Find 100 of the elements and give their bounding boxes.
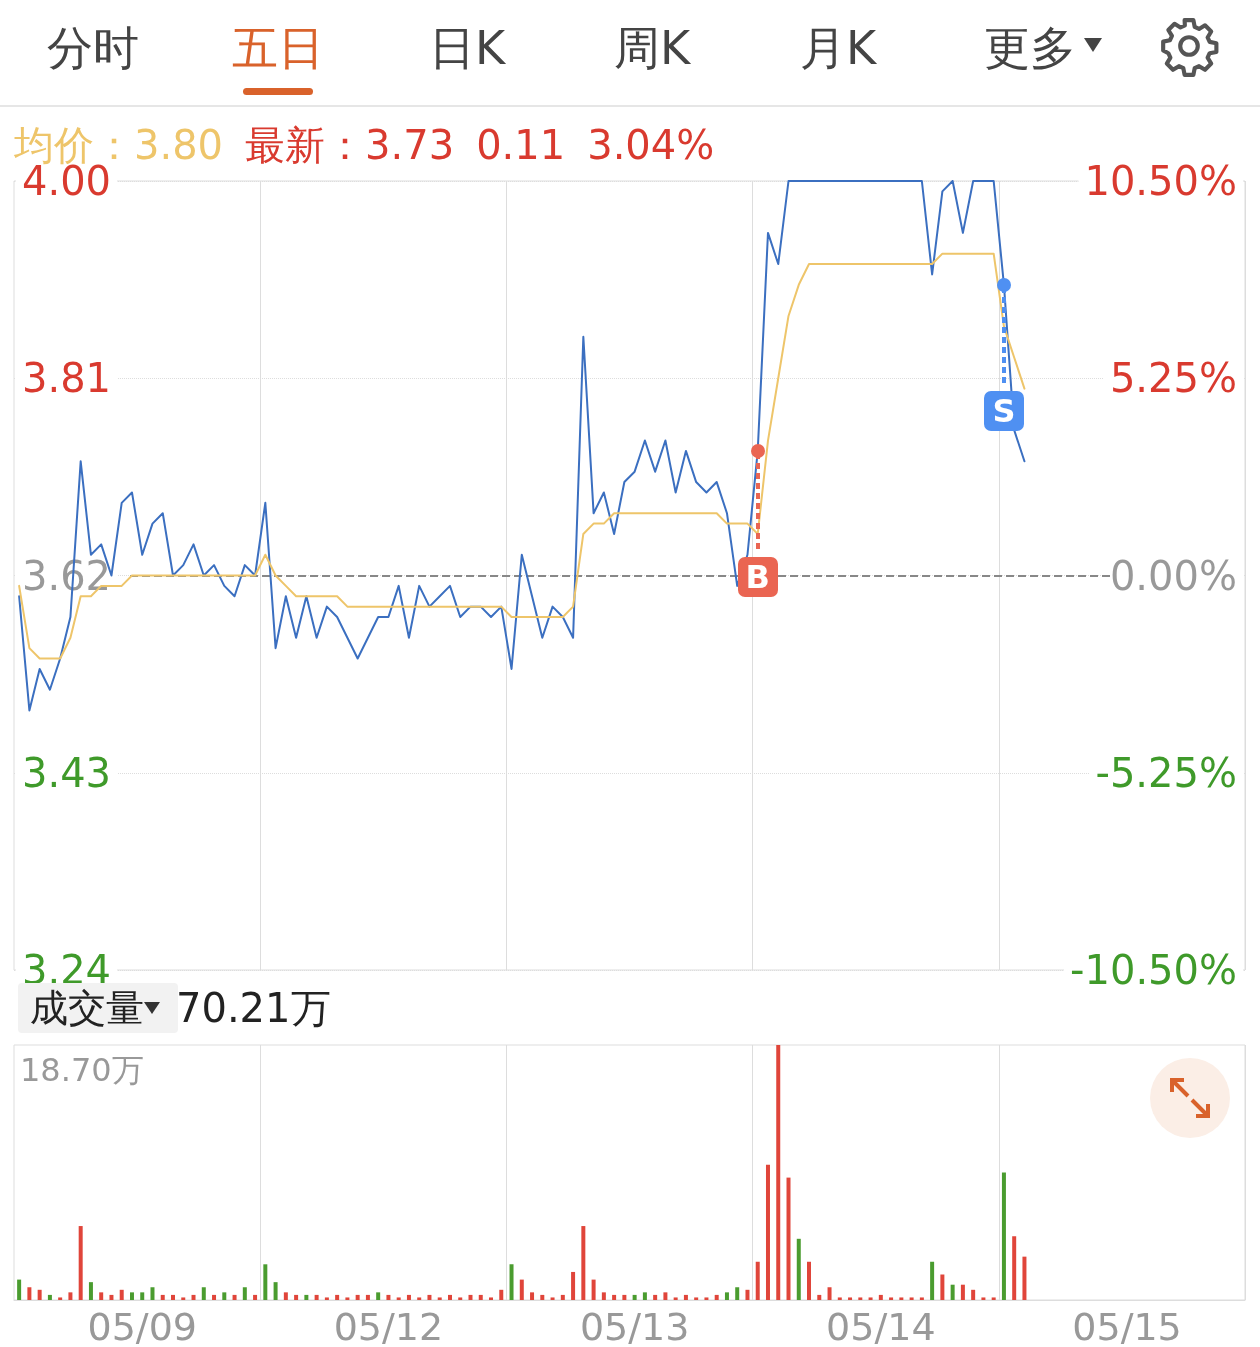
y-tick-label: 3.81 xyxy=(22,355,112,402)
bar xyxy=(571,1271,576,1300)
bar xyxy=(58,1297,63,1300)
bar xyxy=(519,1279,524,1300)
bar xyxy=(191,1294,196,1300)
bar xyxy=(796,1238,801,1300)
bar xyxy=(950,1284,955,1300)
bar xyxy=(376,1292,381,1300)
text: 五日 xyxy=(232,20,324,77)
bar xyxy=(324,1297,329,1300)
text: 分时 xyxy=(47,20,139,77)
data-label: S xyxy=(983,390,1024,431)
bar xyxy=(27,1287,32,1300)
bar xyxy=(622,1294,627,1300)
y2-tick-label: -5.25% xyxy=(1095,749,1237,796)
bar xyxy=(201,1287,206,1300)
x-tick-label: 05/12 xyxy=(333,1305,444,1347)
bar xyxy=(150,1287,155,1300)
bar xyxy=(940,1274,945,1300)
bar xyxy=(273,1282,278,1300)
bar xyxy=(88,1282,93,1300)
bar xyxy=(129,1292,134,1300)
bar xyxy=(724,1292,729,1300)
bar xyxy=(776,1045,781,1300)
bar xyxy=(612,1294,617,1300)
bar xyxy=(755,1261,760,1300)
bar xyxy=(181,1297,186,1300)
bar xyxy=(848,1297,853,1300)
bar xyxy=(222,1292,227,1300)
bar xyxy=(468,1294,473,1300)
x-tick-label: 05/13 xyxy=(579,1305,690,1347)
bar xyxy=(694,1297,699,1300)
text: 0.11 xyxy=(476,121,566,170)
bar xyxy=(673,1297,678,1300)
bar xyxy=(160,1294,165,1300)
y2-tick-label: 10.50% xyxy=(1084,158,1237,204)
bar xyxy=(78,1226,83,1300)
line-series xyxy=(18,252,1026,660)
text: 最新：3.73 xyxy=(245,121,455,170)
bar xyxy=(509,1264,514,1300)
bar xyxy=(899,1297,904,1300)
bar xyxy=(827,1287,832,1300)
bar xyxy=(807,1261,812,1300)
bar xyxy=(263,1264,268,1300)
bar xyxy=(878,1294,883,1300)
bar xyxy=(642,1292,647,1300)
bar xyxy=(406,1294,411,1300)
bar xyxy=(981,1297,986,1300)
bar xyxy=(304,1294,309,1300)
annotation: 18.70万 xyxy=(20,1050,144,1090)
bar xyxy=(68,1292,73,1300)
bar xyxy=(212,1294,217,1300)
bar xyxy=(242,1287,247,1300)
bar xyxy=(837,1297,842,1300)
bar xyxy=(447,1294,452,1300)
y2-tick-label: 0.00% xyxy=(1109,552,1237,599)
bar xyxy=(253,1294,258,1300)
bar xyxy=(171,1294,175,1300)
bar xyxy=(550,1297,555,1300)
bar xyxy=(499,1289,504,1300)
bar xyxy=(858,1297,863,1300)
bar xyxy=(601,1292,606,1300)
text: 70.21万 xyxy=(176,984,331,1033)
bar xyxy=(294,1294,299,1300)
bar xyxy=(47,1294,52,1300)
bar xyxy=(663,1292,668,1300)
bar xyxy=(786,1177,791,1300)
bar xyxy=(909,1297,914,1300)
text: 更多 xyxy=(984,20,1076,77)
bar xyxy=(99,1292,104,1300)
bar xyxy=(560,1294,565,1300)
text: 3.04% xyxy=(587,121,715,170)
bar xyxy=(653,1294,658,1300)
y2-tick-label: -10.50% xyxy=(1070,947,1237,993)
bar xyxy=(417,1297,422,1300)
data-label: B xyxy=(737,556,778,597)
bar xyxy=(345,1297,350,1300)
bar xyxy=(817,1294,822,1300)
bar xyxy=(437,1297,442,1300)
bar xyxy=(868,1297,873,1300)
bar xyxy=(109,1294,114,1300)
bar xyxy=(396,1297,401,1300)
bar xyxy=(314,1294,319,1300)
bar xyxy=(283,1292,288,1300)
text: 周K xyxy=(613,20,691,77)
bar xyxy=(232,1294,237,1300)
bar xyxy=(632,1294,637,1300)
bar xyxy=(365,1294,370,1300)
bar xyxy=(489,1297,494,1300)
bar xyxy=(745,1289,750,1300)
bar xyxy=(335,1294,340,1300)
bar xyxy=(540,1294,545,1300)
bar xyxy=(1001,1172,1006,1300)
bar xyxy=(17,1279,22,1300)
bar xyxy=(889,1297,894,1300)
bar xyxy=(704,1297,709,1300)
bar xyxy=(735,1287,740,1300)
y2-tick-label: 5.25% xyxy=(1109,355,1237,402)
text: 月K xyxy=(799,20,877,77)
bar xyxy=(581,1226,586,1300)
